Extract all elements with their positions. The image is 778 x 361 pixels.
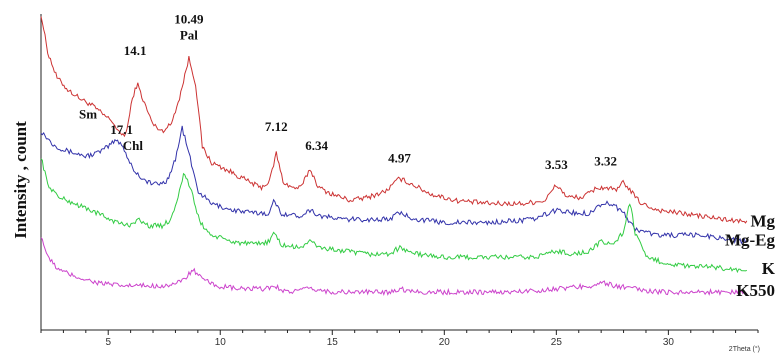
x-tick-label: 10 xyxy=(215,337,227,348)
series-line-mg-eg xyxy=(40,125,748,245)
series-line-k550 xyxy=(40,237,747,297)
peak-label: 10.49 xyxy=(174,11,204,26)
x-tick-label: 20 xyxy=(439,337,451,348)
peak-label: 6.34 xyxy=(305,138,328,153)
x-tick-label: 30 xyxy=(663,337,675,348)
series-label-mg-eg: Mg-Eg xyxy=(725,231,776,250)
series-label-k550: K550 xyxy=(736,281,775,300)
peak-label: 3.53 xyxy=(545,157,568,172)
y-axis-label: Intensity , count xyxy=(11,121,30,239)
series-label-k: K xyxy=(762,259,776,278)
series-line-k xyxy=(40,158,747,274)
series-layer xyxy=(40,16,748,297)
x-tick-label: 25 xyxy=(551,337,563,348)
peak-label: Sm xyxy=(79,106,97,121)
x-axis-label: 2Theta (°) xyxy=(729,345,760,353)
x-tick-label: 5 xyxy=(105,337,111,348)
peak-label: 4.97 xyxy=(388,151,411,166)
peak-label: 14.1 xyxy=(124,43,147,58)
x-tick-label: 15 xyxy=(327,337,339,348)
peak-label: Chl xyxy=(123,138,144,153)
peak-label: 7.12 xyxy=(265,119,288,134)
peak-label: Pal xyxy=(180,27,198,42)
axes: 5 10 15 20 25 30 xyxy=(40,14,759,348)
peak-label: 17.1 xyxy=(110,122,133,137)
series-line-mg xyxy=(40,16,748,224)
peak-label: 3.32 xyxy=(594,154,617,169)
series-label-mg: Mg xyxy=(750,212,775,231)
